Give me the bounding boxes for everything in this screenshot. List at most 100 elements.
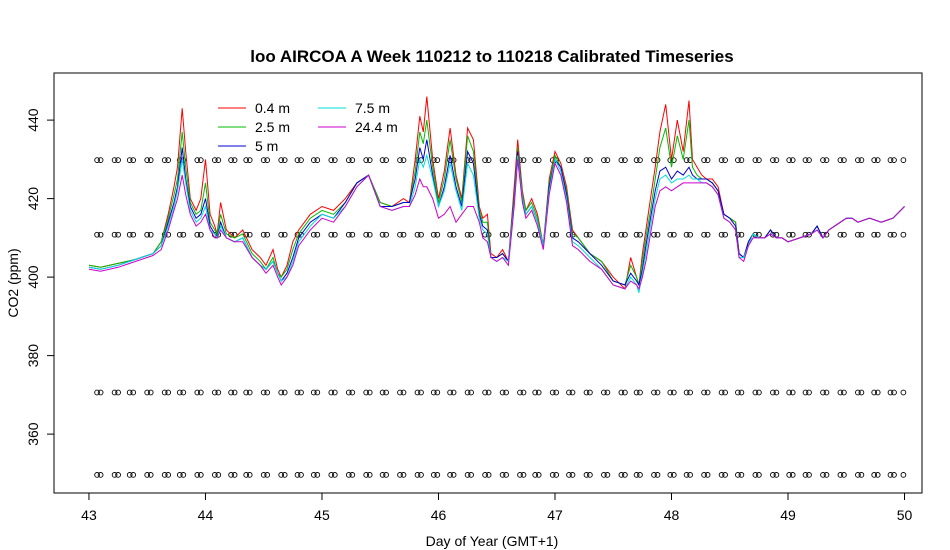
reference-point <box>770 389 776 396</box>
reference-point <box>532 389 539 396</box>
reference-point <box>215 157 222 163</box>
reference-point <box>331 231 338 238</box>
reference-point <box>161 472 168 478</box>
reference-point <box>618 472 625 478</box>
reference-point <box>211 389 218 396</box>
reference-point <box>126 472 133 478</box>
reference-point <box>383 389 389 396</box>
reference-point <box>328 389 335 396</box>
series-line-1 <box>88 120 905 286</box>
reference-point <box>397 231 403 238</box>
y-tick-label: 440 <box>25 108 41 132</box>
reference-point <box>281 389 288 396</box>
series-lines <box>88 96 905 293</box>
reference-point <box>633 157 640 163</box>
reference-point <box>802 472 809 478</box>
reference-points <box>94 157 907 478</box>
reference-point <box>569 389 576 396</box>
reference-point <box>115 231 121 238</box>
reference-point <box>837 389 844 396</box>
reference-point <box>637 472 643 478</box>
reference-point <box>379 231 386 238</box>
reference-point <box>773 472 780 478</box>
reference-point <box>400 157 407 163</box>
reference-point <box>94 389 100 396</box>
reference-point <box>802 389 809 396</box>
reference-point <box>447 389 453 396</box>
reference-point <box>130 231 137 238</box>
reference-point <box>770 157 776 163</box>
y-axis-label: CO2 (ppm) <box>5 248 21 317</box>
reference-point <box>111 472 118 478</box>
reference-point <box>450 389 457 396</box>
reference-point <box>683 231 690 238</box>
reference-point <box>549 472 556 478</box>
reference-point <box>718 389 725 396</box>
reference-point <box>874 231 881 238</box>
reference-point <box>176 472 183 478</box>
reference-point <box>503 472 509 478</box>
reference-point <box>418 389 424 396</box>
reference-point <box>165 389 172 396</box>
reference-point <box>683 389 690 396</box>
reference-point <box>345 231 352 238</box>
reference-point <box>633 472 640 478</box>
reference-point <box>228 472 234 478</box>
reference-point <box>517 472 523 478</box>
reference-point <box>553 231 560 238</box>
reference-point <box>701 472 707 478</box>
reference-point <box>430 472 437 478</box>
x-tick-label: 48 <box>664 507 680 523</box>
reference-point <box>197 389 204 396</box>
reference-point <box>310 389 317 396</box>
reference-point <box>130 389 137 396</box>
reference-point <box>450 472 457 478</box>
reference-point <box>180 231 187 238</box>
reference-point <box>637 157 643 163</box>
reference-point <box>770 472 776 478</box>
reference-point <box>264 231 271 238</box>
reference-point <box>464 472 471 478</box>
reference-point <box>94 472 100 478</box>
reference-point <box>587 231 593 238</box>
reference-point <box>735 389 741 396</box>
y-tick-label: 360 <box>25 422 41 446</box>
reference-point <box>735 231 741 238</box>
reference-point <box>569 472 576 478</box>
reference-point <box>310 231 317 238</box>
reference-point <box>837 472 844 478</box>
reference-point <box>891 231 897 238</box>
reference-point <box>891 472 897 478</box>
reference-point <box>397 472 403 478</box>
reference-point <box>260 389 267 396</box>
reference-point <box>532 157 539 163</box>
legend-label: 2.5 m <box>255 119 290 135</box>
reference-point <box>430 231 437 238</box>
reference-point <box>294 389 301 396</box>
reference-point <box>633 231 640 238</box>
reference-point <box>434 472 441 478</box>
reference-point <box>215 472 222 478</box>
reference-point <box>94 231 100 238</box>
reference-point <box>806 231 812 238</box>
reference-point <box>566 157 572 163</box>
reference-point <box>535 157 542 163</box>
reference-point <box>820 472 826 478</box>
reference-point <box>654 472 661 478</box>
reference-point <box>503 389 509 396</box>
reference-point <box>855 231 861 238</box>
reference-point <box>789 389 796 396</box>
reference-point <box>704 157 711 163</box>
legend-label: 5 m <box>255 138 278 154</box>
reference-point <box>418 231 424 238</box>
reference-point <box>176 231 183 238</box>
x-tick-label: 46 <box>431 507 447 523</box>
reference-point <box>499 157 506 163</box>
series-line-4 <box>88 159 905 291</box>
reference-point <box>278 389 285 396</box>
reference-point <box>165 157 172 163</box>
reference-point <box>569 157 576 163</box>
reference-point <box>499 231 506 238</box>
reference-point <box>823 157 830 163</box>
reference-point <box>144 472 151 478</box>
